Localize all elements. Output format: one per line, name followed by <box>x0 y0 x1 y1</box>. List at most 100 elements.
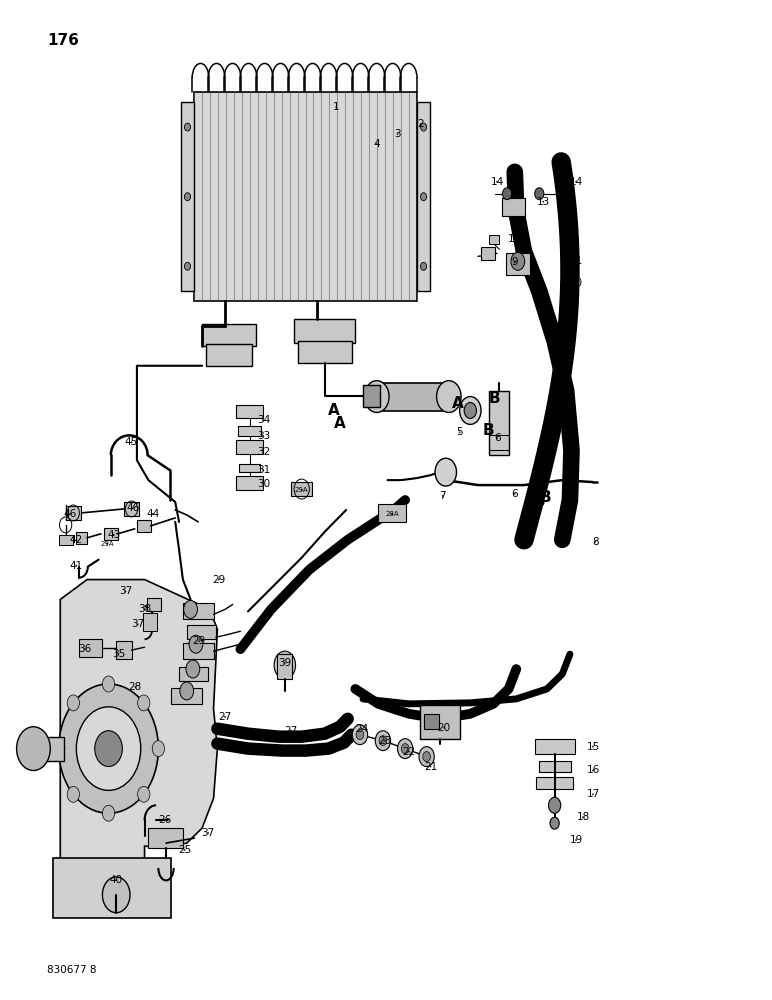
Text: 28: 28 <box>129 682 142 692</box>
Text: 20: 20 <box>438 723 451 733</box>
Circle shape <box>379 736 387 746</box>
Text: 3: 3 <box>394 129 401 139</box>
Text: A: A <box>328 403 340 418</box>
Circle shape <box>398 739 413 759</box>
Text: 42: 42 <box>69 535 83 545</box>
Text: 46: 46 <box>63 509 77 519</box>
Bar <box>66 506 81 520</box>
Bar <box>181 102 195 291</box>
Text: 45: 45 <box>125 437 138 447</box>
Bar <box>363 385 380 407</box>
Circle shape <box>67 695 80 711</box>
Text: 5: 5 <box>456 427 463 437</box>
Circle shape <box>76 707 141 790</box>
Bar <box>195 92 417 301</box>
Bar <box>489 391 510 455</box>
Text: 176: 176 <box>47 33 79 48</box>
Text: 8: 8 <box>592 537 598 547</box>
Circle shape <box>137 786 150 802</box>
Text: 36: 36 <box>78 644 91 654</box>
Text: 44: 44 <box>147 509 160 519</box>
Bar <box>117 641 131 659</box>
Circle shape <box>437 381 461 412</box>
Text: 43: 43 <box>107 530 120 540</box>
Text: 16: 16 <box>586 765 600 775</box>
Text: 37: 37 <box>201 828 215 838</box>
Bar <box>104 528 118 540</box>
Circle shape <box>186 660 200 678</box>
Circle shape <box>67 786 80 802</box>
Bar <box>206 344 252 366</box>
Bar <box>238 426 261 436</box>
Circle shape <box>375 731 391 751</box>
Text: 33: 33 <box>257 431 270 441</box>
Text: 19: 19 <box>570 835 583 845</box>
Circle shape <box>95 731 122 767</box>
Text: 28A: 28A <box>385 511 399 517</box>
Circle shape <box>352 725 367 745</box>
Text: 22: 22 <box>402 747 415 757</box>
Text: 40: 40 <box>110 875 123 885</box>
Circle shape <box>503 188 512 200</box>
Circle shape <box>435 458 456 486</box>
Text: 39: 39 <box>278 658 292 668</box>
Text: 29: 29 <box>192 636 205 646</box>
Text: 31: 31 <box>257 465 270 475</box>
Bar <box>421 705 460 739</box>
Text: B: B <box>533 494 545 509</box>
Bar <box>143 613 157 631</box>
Bar <box>52 858 171 918</box>
Bar <box>148 828 183 848</box>
Text: 23: 23 <box>378 736 392 746</box>
Text: B: B <box>483 423 495 438</box>
Circle shape <box>421 123 427 131</box>
Bar <box>235 405 263 418</box>
Circle shape <box>421 262 427 270</box>
Bar <box>294 319 355 343</box>
Bar <box>235 476 263 490</box>
Text: 29: 29 <box>212 575 225 585</box>
Circle shape <box>185 123 191 131</box>
Circle shape <box>184 600 198 618</box>
Text: 13: 13 <box>537 197 550 207</box>
Bar <box>183 603 214 619</box>
Bar <box>506 253 530 275</box>
Circle shape <box>550 817 559 829</box>
Text: 24: 24 <box>355 724 368 734</box>
Text: 29A: 29A <box>295 487 309 493</box>
Bar <box>537 777 573 789</box>
Text: 17: 17 <box>586 789 600 799</box>
Text: 27: 27 <box>284 726 297 736</box>
Circle shape <box>548 797 560 813</box>
Bar <box>378 504 406 522</box>
Circle shape <box>185 262 191 270</box>
Text: 37: 37 <box>131 619 144 629</box>
Bar <box>183 643 214 659</box>
Text: 30: 30 <box>257 479 270 489</box>
Text: 2: 2 <box>417 119 424 129</box>
Bar <box>59 535 73 545</box>
Text: B: B <box>540 490 551 505</box>
Bar <box>489 235 499 244</box>
Text: 6: 6 <box>494 433 500 443</box>
Text: 9: 9 <box>512 257 518 267</box>
Text: 11: 11 <box>570 256 583 266</box>
Text: 21: 21 <box>424 762 437 772</box>
Bar <box>540 761 571 772</box>
Bar <box>124 502 139 516</box>
Circle shape <box>185 193 191 201</box>
Text: 37: 37 <box>119 586 132 596</box>
Text: 14: 14 <box>490 177 504 187</box>
Text: 46: 46 <box>127 503 140 513</box>
Bar <box>171 688 202 704</box>
Polygon shape <box>60 580 218 873</box>
Text: 27: 27 <box>218 712 232 722</box>
Text: 32: 32 <box>257 447 270 457</box>
Bar <box>378 383 447 410</box>
Circle shape <box>511 252 525 270</box>
Text: 35: 35 <box>112 649 125 659</box>
Bar <box>202 324 256 346</box>
Circle shape <box>274 651 296 679</box>
Bar <box>239 464 260 472</box>
Circle shape <box>421 193 427 201</box>
